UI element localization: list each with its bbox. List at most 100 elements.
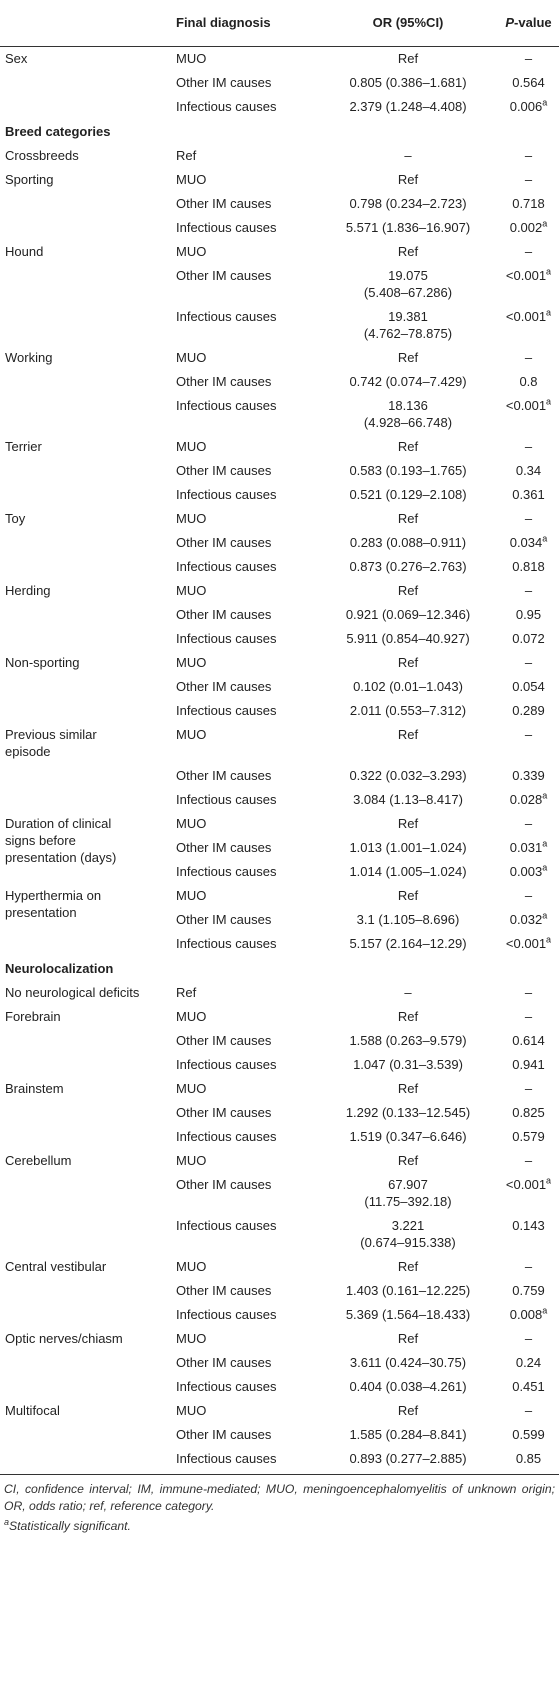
cell-final-diagnosis: Other IM causes xyxy=(176,373,272,389)
cell-variable xyxy=(0,95,170,119)
p-value-text: – xyxy=(524,1008,533,1024)
cell-odds-ratio: 1.013 (1.001–1.024) xyxy=(349,839,467,855)
cell-variable: Sporting xyxy=(5,171,54,187)
p-value-text: 0.24 xyxy=(515,1354,542,1370)
p-value-text: 0.034 xyxy=(509,534,543,550)
cell-p-value: 0.8 xyxy=(498,370,559,394)
cell-p-value: – xyxy=(498,1255,559,1279)
cell-final-diagnosis: Infectious causes xyxy=(176,98,277,114)
p-value-text: 0.579 xyxy=(512,1128,545,1144)
footnote-sig-marker: a xyxy=(4,1516,10,1527)
cell-final-diagnosis: Ref xyxy=(176,984,197,1000)
cell-odds-ratio: 0.742 (0.074–7.429) xyxy=(349,373,467,389)
p-value-text: – xyxy=(524,654,533,670)
table-row: Working MUO Ref – xyxy=(0,346,559,370)
p-value-text: 0.451 xyxy=(512,1378,545,1394)
cell-odds-ratio: 0.873 (0.276–2.763) xyxy=(349,558,467,574)
cell-odds-ratio: 0.805 (0.386–1.681) xyxy=(349,74,467,90)
cell-variable xyxy=(0,264,170,305)
p-value-text: 0.8 xyxy=(519,373,538,389)
cell-variable xyxy=(0,1125,170,1149)
cell-final-diagnosis: MUO xyxy=(176,1008,207,1024)
p-value-text: 0.032 xyxy=(509,911,543,927)
cell-p-value: <0.001a xyxy=(498,394,559,435)
cell-p-value: – xyxy=(498,435,559,459)
cell-final-diagnosis: Other IM causes xyxy=(176,534,272,550)
section-heading: Breed categories xyxy=(5,123,111,139)
cell-final-diagnosis: Other IM causes xyxy=(176,1282,272,1298)
cell-variable xyxy=(0,1279,170,1303)
significance-marker: a xyxy=(542,533,548,544)
cell-odds-ratio: 0.322 (0.032–3.293) xyxy=(349,767,467,783)
cell-p-value: – xyxy=(498,240,559,264)
table-row: Other IM causes 1.013 (1.001–1.024) 0.031a xyxy=(0,836,559,860)
cell-p-value: <0.001a xyxy=(498,305,559,346)
cell-p-value: 0.818 xyxy=(498,555,559,579)
cell-odds-ratio: 1.047 (0.31–3.539) xyxy=(353,1056,463,1072)
cell-final-diagnosis: Infectious causes xyxy=(176,1128,277,1144)
cell-p-value: 0.054 xyxy=(498,675,559,699)
header-final-diagnosis: Final diagnosis xyxy=(170,0,318,47)
cell-variable xyxy=(0,459,170,483)
p-value-text: 0.85 xyxy=(515,1450,542,1466)
cell-final-diagnosis: MUO xyxy=(176,171,207,187)
p-value-text: – xyxy=(524,349,533,365)
cell-final-diagnosis: Infectious causes xyxy=(176,1056,277,1072)
p-value-text: 0.031 xyxy=(509,839,543,855)
cell-odds-ratio: 1.014 (1.005–1.024) xyxy=(349,863,467,879)
p-value-text: – xyxy=(524,147,533,163)
table-row: Infectious causes 19.381 (4.762–78.875) <0… xyxy=(0,305,559,346)
cell-odds-ratio: Ref xyxy=(397,1402,419,1418)
cell-variable xyxy=(0,1053,170,1077)
significance-marker: a xyxy=(542,97,548,108)
significance-marker: a xyxy=(542,910,548,921)
table-row: Other IM causes 0.583 (0.193–1.765) 0.34 xyxy=(0,459,559,483)
cell-variable xyxy=(0,788,170,812)
cell-variable xyxy=(0,1351,170,1375)
cell-variable xyxy=(0,394,170,435)
p-value-text: 0.006 xyxy=(509,98,543,114)
cell-variable xyxy=(0,192,170,216)
cell-p-value: 0.825 xyxy=(498,1101,559,1125)
table-row: Brainstem MUO Ref – xyxy=(0,1077,559,1101)
table-row: Other IM causes 67.907 (11.75–392.18) <0.0… xyxy=(0,1173,559,1214)
cell-p-value: <0.001a xyxy=(498,932,559,956)
table-row: Other IM causes 3.611 (0.424–30.75) 0.24 xyxy=(0,1351,559,1375)
table-row: Previous similar episode MUO Ref – xyxy=(0,723,559,764)
cell-final-diagnosis: MUO xyxy=(176,243,207,259)
cell-variable xyxy=(0,305,170,346)
cell-p-value: – xyxy=(498,1149,559,1173)
significance-marker: a xyxy=(546,1175,552,1186)
cell-variable: Optic nerves/chiasm xyxy=(5,1330,123,1346)
cell-odds-ratio: Ref xyxy=(397,438,419,454)
cell-final-diagnosis: MUO xyxy=(176,50,207,66)
cell-final-diagnosis: Other IM causes xyxy=(176,195,272,211)
cell-p-value: 0.072 xyxy=(498,627,559,651)
p-value-text: 0.818 xyxy=(512,558,545,574)
cell-variable xyxy=(0,603,170,627)
p-value-text: – xyxy=(524,726,533,742)
cell-odds-ratio: 19.381 (4.762–78.875) xyxy=(363,308,453,341)
cell-variable xyxy=(0,370,170,394)
table-row: Sporting MUO Ref – xyxy=(0,168,559,192)
cell-final-diagnosis: Infectious causes xyxy=(176,1217,277,1233)
cell-final-diagnosis: Infectious causes xyxy=(176,702,277,718)
cell-variable xyxy=(0,932,170,956)
significance-marker: a xyxy=(546,266,552,277)
cell-odds-ratio: 3.611 (0.424–30.75) xyxy=(349,1354,467,1370)
cell-final-diagnosis: Ref xyxy=(176,147,197,163)
cell-final-diagnosis: Infectious causes xyxy=(176,630,277,646)
cell-odds-ratio: – xyxy=(404,984,412,1000)
significance-marker: a xyxy=(546,934,552,945)
cell-variable: Cerebellum xyxy=(5,1152,72,1168)
cell-p-value: 0.034a xyxy=(498,531,559,555)
table-row: Other IM causes 0.742 (0.074–7.429) 0.8 xyxy=(0,370,559,394)
cell-p-value: 0.028a xyxy=(498,788,559,812)
table-row: Infectious causes 5.369 (1.564–18.433) 0.0… xyxy=(0,1303,559,1327)
table-row: Non-sporting MUO Ref – xyxy=(0,651,559,675)
cell-final-diagnosis: Infectious causes xyxy=(176,935,277,951)
cell-p-value: – xyxy=(498,579,559,603)
cell-odds-ratio: 5.571 (1.836–16.907) xyxy=(345,219,471,235)
cell-p-value: – xyxy=(498,981,559,1005)
cell-variable xyxy=(0,483,170,507)
